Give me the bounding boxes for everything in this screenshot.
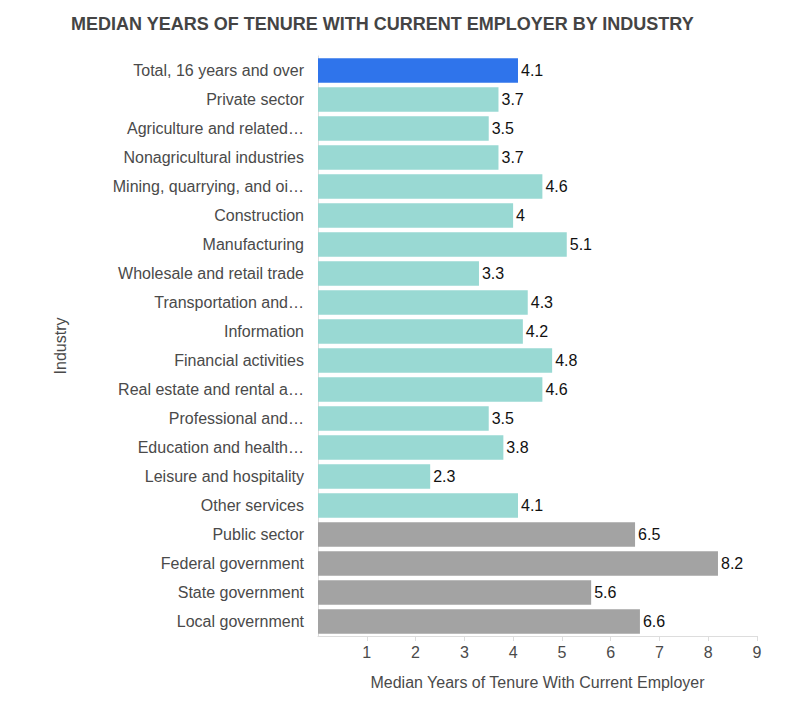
svg-text:Mining, quarrying, and oi…: Mining, quarrying, and oi… bbox=[113, 178, 304, 195]
svg-text:Total, 16 years and over: Total, 16 years and over bbox=[133, 62, 304, 79]
svg-text:Local government: Local government bbox=[177, 613, 305, 630]
svg-text:Private sector: Private sector bbox=[206, 91, 304, 108]
svg-text:3: 3 bbox=[460, 644, 469, 661]
svg-text:5.1: 5.1 bbox=[570, 236, 592, 253]
svg-text:Other services: Other services bbox=[201, 497, 304, 514]
svg-text:4.6: 4.6 bbox=[545, 178, 567, 195]
svg-text:7: 7 bbox=[655, 644, 664, 661]
svg-text:Construction: Construction bbox=[214, 207, 304, 224]
svg-text:4.2: 4.2 bbox=[526, 323, 548, 340]
svg-text:Federal government: Federal government bbox=[161, 555, 305, 572]
svg-text:3.8: 3.8 bbox=[506, 439, 528, 456]
svg-text:3.7: 3.7 bbox=[501, 91, 523, 108]
svg-text:3.3: 3.3 bbox=[482, 265, 504, 282]
svg-text:1: 1 bbox=[362, 644, 371, 661]
svg-text:Real estate and rental a…: Real estate and rental a… bbox=[118, 381, 304, 398]
svg-text:Nonagricultural industries: Nonagricultural industries bbox=[123, 149, 304, 166]
svg-text:6.5: 6.5 bbox=[638, 526, 660, 543]
svg-text:MEDIAN YEARS OF TENURE WITH CU: MEDIAN YEARS OF TENURE WITH CURRENT EMPL… bbox=[71, 14, 694, 34]
svg-text:2.3: 2.3 bbox=[433, 468, 455, 485]
svg-text:6.6: 6.6 bbox=[643, 613, 665, 630]
svg-text:4.3: 4.3 bbox=[531, 294, 553, 311]
svg-text:6: 6 bbox=[606, 644, 615, 661]
svg-text:Transportation and…: Transportation and… bbox=[154, 294, 304, 311]
svg-text:Leisure and hospitality: Leisure and hospitality bbox=[145, 468, 304, 485]
svg-text:4.1: 4.1 bbox=[521, 497, 543, 514]
svg-text:Agriculture and related…: Agriculture and related… bbox=[127, 120, 304, 137]
svg-text:Public sector: Public sector bbox=[212, 526, 304, 543]
svg-text:4.6: 4.6 bbox=[545, 381, 567, 398]
svg-text:3.5: 3.5 bbox=[492, 120, 514, 137]
svg-text:3.5: 3.5 bbox=[492, 410, 514, 427]
svg-text:8.2: 8.2 bbox=[721, 555, 743, 572]
svg-text:Manufacturing: Manufacturing bbox=[203, 236, 304, 253]
svg-text:9: 9 bbox=[753, 644, 762, 661]
svg-text:5.6: 5.6 bbox=[594, 584, 616, 601]
svg-text:3.7: 3.7 bbox=[501, 149, 523, 166]
svg-text:Industry: Industry bbox=[52, 318, 69, 375]
svg-text:2: 2 bbox=[411, 644, 420, 661]
svg-text:8: 8 bbox=[704, 644, 713, 661]
svg-text:Information: Information bbox=[224, 323, 304, 340]
svg-text:Wholesale and retail trade: Wholesale and retail trade bbox=[118, 265, 304, 282]
svg-text:5: 5 bbox=[557, 644, 566, 661]
svg-text:State government: State government bbox=[178, 584, 305, 601]
svg-text:4: 4 bbox=[509, 644, 518, 661]
svg-text:Professional and…: Professional and… bbox=[169, 410, 304, 427]
svg-text:Education and health…: Education and health… bbox=[138, 439, 304, 456]
svg-text:4: 4 bbox=[516, 207, 525, 224]
svg-text:Financial activities: Financial activities bbox=[174, 352, 304, 369]
svg-text:Median Years of Tenure With Cu: Median Years of Tenure With Current Empl… bbox=[370, 674, 705, 691]
svg-text:4.1: 4.1 bbox=[521, 62, 543, 79]
svg-text:4.8: 4.8 bbox=[555, 352, 577, 369]
